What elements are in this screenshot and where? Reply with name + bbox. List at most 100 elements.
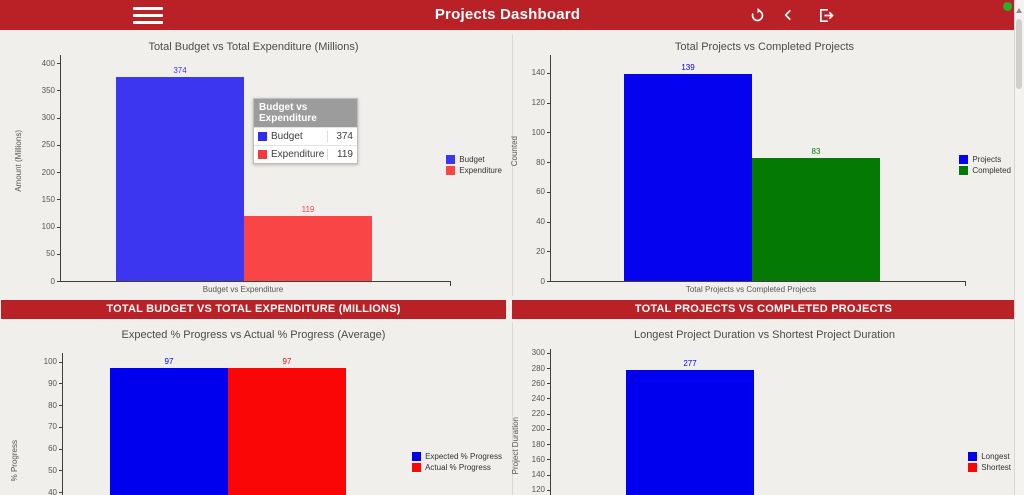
plot-area[interactable]: 120 140 160 180 200 220 240 260 280 300 277 xyxy=(532,348,966,495)
y-tick-label: 60 xyxy=(536,187,545,197)
vertical-scrollbar[interactable] xyxy=(1014,0,1024,495)
tooltip-row: Budget 374 xyxy=(254,127,357,145)
y-tick-label: 40 xyxy=(48,487,57,495)
bar-expected-progress[interactable] xyxy=(110,368,228,495)
scrollbar-thumb[interactable] xyxy=(1016,19,1022,89)
bar-budget[interactable] xyxy=(116,77,244,281)
app-header: Projects Dashboard xyxy=(0,0,1015,30)
y-tick-label: 300 xyxy=(41,113,55,123)
y-tick-label: 400 xyxy=(41,58,55,68)
y-tick-mark xyxy=(59,361,63,363)
legend-item[interactable]: Budget xyxy=(446,155,502,164)
legend-item[interactable]: Completed xyxy=(959,166,1011,175)
y-tick-mark xyxy=(547,221,551,223)
y-axis-label: Amount (Millions) xyxy=(14,130,23,192)
banner-budget-expenditure: TOTAL BUDGET VS TOTAL EXPENDITURE (MILLI… xyxy=(1,300,506,319)
y-tick-mark xyxy=(59,383,63,385)
y-tick-mark xyxy=(57,253,61,255)
chart-legend: Expected % Progress Actual % Progress xyxy=(412,452,502,472)
y-tick-label: 140 xyxy=(531,470,545,479)
y-tick-label: 20 xyxy=(536,246,545,256)
y-tick-mark xyxy=(547,383,551,385)
bar-actual-progress[interactable] xyxy=(228,368,346,495)
back-chevron-icon[interactable] xyxy=(781,8,795,22)
y-tick-label: 220 xyxy=(531,409,545,419)
budget-expenditure-chart: Total Budget vs Total Expenditure (Milli… xyxy=(0,34,507,296)
y-tick-label: 300 xyxy=(531,348,545,358)
x-axis-label: Budget vs Expenditure xyxy=(202,285,284,294)
budget-swatch xyxy=(258,132,267,141)
bar-value-label: 97 xyxy=(282,357,292,367)
bar-expenditure[interactable] xyxy=(244,216,372,281)
chart-title: Expected % Progress vs Actual % Progress… xyxy=(121,329,386,341)
logout-icon[interactable] xyxy=(818,7,835,24)
legend-label: Expenditure xyxy=(459,166,502,175)
tooltip-label: Expenditure xyxy=(271,149,325,160)
y-tick-label: 200 xyxy=(531,424,545,434)
y-tick-label: 350 xyxy=(41,85,55,95)
bar-value-label: 83 xyxy=(811,146,821,156)
refresh-icon[interactable] xyxy=(749,7,766,24)
y-tick-label: 100 xyxy=(531,127,545,137)
bar-longest[interactable] xyxy=(626,370,754,495)
chart-legend: Projects Completed xyxy=(959,155,1011,175)
y-tick-label: 120 xyxy=(531,485,545,495)
y-tick-label: 150 xyxy=(41,194,55,204)
y-tick-label: 250 xyxy=(41,140,55,150)
legend-item[interactable]: Expected % Progress xyxy=(412,452,502,461)
scroll-up-arrow-icon[interactable] xyxy=(1016,8,1022,13)
y-tick-mark xyxy=(57,144,61,146)
y-tick-mark xyxy=(57,172,61,174)
y-tick-mark xyxy=(547,352,551,354)
plot-area[interactable]: 0 20 40 60 80 100 120 140 139 83 xyxy=(532,55,966,286)
y-tick-label: 180 xyxy=(531,439,545,449)
y-tick-label: 80 xyxy=(48,400,57,410)
y-tick-label: 260 xyxy=(531,378,545,388)
y-tick-mark xyxy=(547,489,551,491)
y-tick-label: 70 xyxy=(48,422,57,432)
y-tick-mark xyxy=(547,72,551,74)
tooltip-row: Expenditure 119 xyxy=(254,145,357,163)
hamburger-menu-icon[interactable] xyxy=(133,7,163,28)
legend-item[interactable]: Expenditure xyxy=(446,166,502,175)
tooltip-title: Budget vs Expenditure xyxy=(254,99,357,127)
y-tick-mark xyxy=(59,426,63,428)
chart-legend: Longest Shortest xyxy=(968,452,1011,472)
legend-label: Shortest xyxy=(981,463,1011,472)
y-tick-label: 100 xyxy=(41,222,55,232)
y-tick-mark xyxy=(547,398,551,400)
plot-area[interactable]: 40 50 60 70 80 90 100 97 97 xyxy=(44,353,453,495)
y-tick-label: 160 xyxy=(531,454,545,464)
y-tick-mark xyxy=(547,132,551,134)
plot-area[interactable]: 0 50 100 150 200 250 300 350 400 374 119 xyxy=(42,55,451,286)
legend-swatch xyxy=(446,155,456,164)
legend-swatch xyxy=(968,452,978,461)
y-tick-mark xyxy=(547,459,551,461)
legend-swatch xyxy=(959,155,969,164)
y-tick-label: 80 xyxy=(536,157,545,167)
legend-item[interactable]: Actual % Progress xyxy=(412,463,502,472)
y-tick-label: 50 xyxy=(48,465,57,475)
y-tick-mark xyxy=(547,413,551,415)
legend-item[interactable]: Shortest xyxy=(968,463,1011,472)
bar-completed[interactable] xyxy=(752,157,880,281)
y-tick-mark xyxy=(547,474,551,476)
legend-label: Expected % Progress xyxy=(425,452,502,461)
y-tick-label: 60 xyxy=(48,444,57,454)
app-title: Projects Dashboard xyxy=(434,6,581,23)
legend-item[interactable]: Longest xyxy=(968,452,1011,461)
legend-swatch xyxy=(412,452,422,461)
bar-value-label: 374 xyxy=(173,66,187,76)
y-tick-mark xyxy=(547,281,551,282)
bar-projects[interactable] xyxy=(624,74,752,281)
y-tick-label: 240 xyxy=(531,393,545,403)
tooltip-value: 374 xyxy=(327,131,353,142)
progress-chart: Expected % Progress vs Actual % Progress… xyxy=(0,322,507,495)
legend-item[interactable]: Projects xyxy=(959,155,1011,164)
bar-value-label: 97 xyxy=(164,357,174,367)
chart-title: Total Budget vs Total Expenditure (Milli… xyxy=(148,41,359,53)
y-tick-label: 50 xyxy=(46,249,55,259)
y-tick-label: 100 xyxy=(43,357,57,367)
y-tick-label: 90 xyxy=(48,378,57,388)
recording-indicator-dot xyxy=(1003,2,1012,11)
